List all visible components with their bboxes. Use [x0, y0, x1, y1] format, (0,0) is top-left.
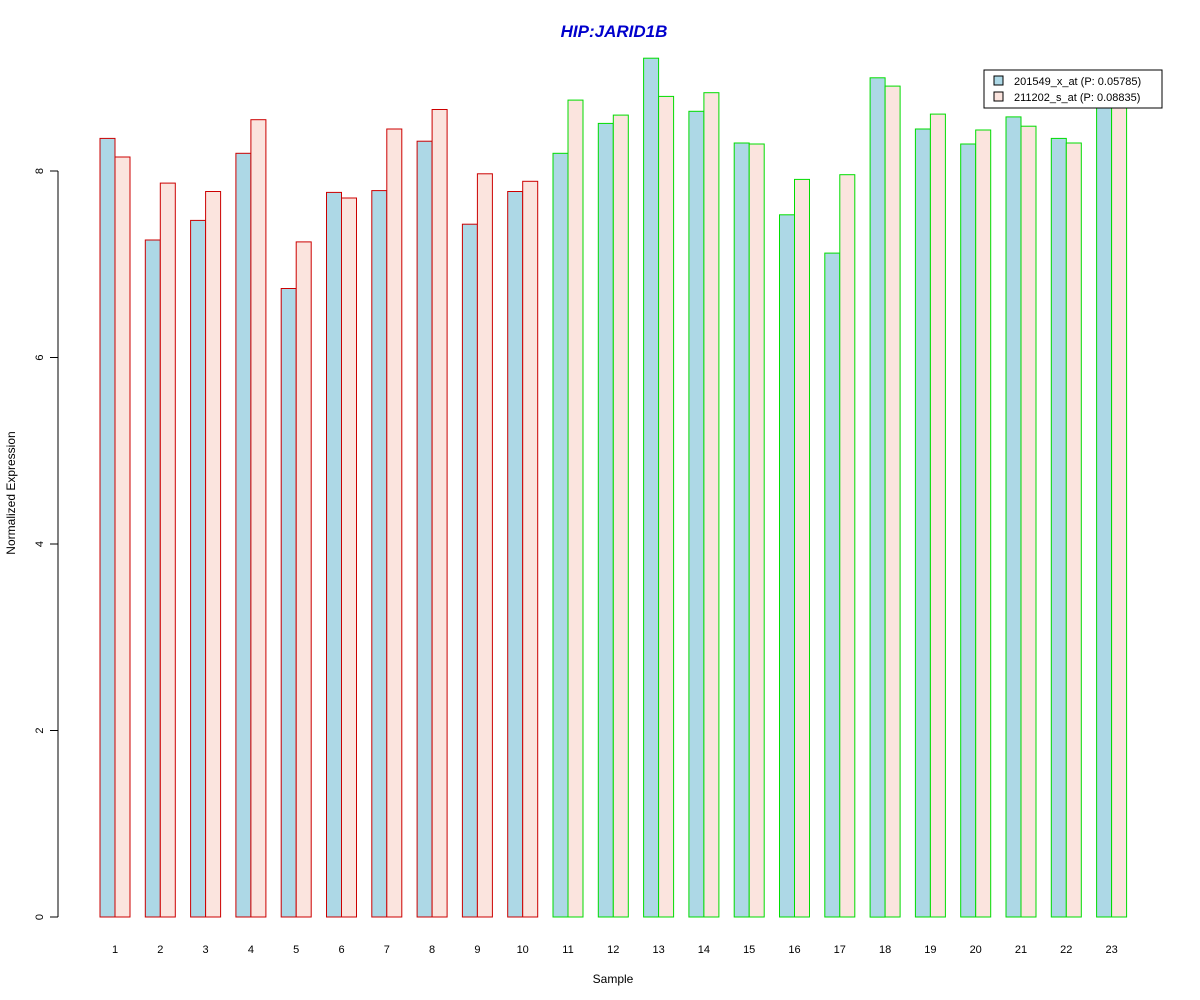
bar-s1-sample-19 [914, 128, 931, 918]
bar-s2-sample-4 [250, 119, 267, 918]
bar-s1-sample-1 [99, 137, 116, 918]
bar-s1-sample-4 [235, 152, 252, 918]
bar-s2-sample-13 [658, 95, 675, 918]
legend-swatch-series-2 [993, 91, 1004, 102]
bar-s2-sample-11 [567, 99, 584, 918]
legend-label-series-2: 211202_s_at (P: 0.08835) [1014, 92, 1140, 104]
legend-box [983, 69, 1163, 109]
bar-s1-sample-3 [190, 219, 207, 918]
bars-layer [99, 57, 1128, 918]
x-tick-label-5: 5 [293, 944, 299, 956]
y-tick-label-2: 2 [34, 727, 46, 733]
bar-s1-sample-12 [597, 122, 614, 918]
x-tick-label-11: 11 [562, 944, 573, 956]
bar-s1-sample-20 [960, 143, 977, 918]
bar-s1-sample-2 [144, 239, 161, 918]
bar-s2-sample-22 [1065, 142, 1082, 918]
x-tick-label-10: 10 [517, 944, 529, 956]
x-tick-label-2: 2 [157, 944, 163, 956]
y-tick-label-0: 0 [34, 914, 46, 920]
x-axis-tick-labels: 1 2 3 4 5 6 7 8 9 10 11 12 13 14 15 16 17 18 19 20 21 22 23 [112, 944, 1118, 956]
x-tick-label-1: 1 [112, 944, 118, 956]
bar-s2-sample-12 [612, 114, 629, 918]
x-tick-label-22: 22 [1060, 944, 1072, 956]
bar-s2-sample-16 [794, 178, 810, 918]
x-tick-label-14: 14 [698, 944, 710, 956]
bar-s1-sample-16 [779, 214, 795, 918]
bar-s1-sample-11 [552, 152, 569, 918]
bar-s2-sample-23 [1111, 105, 1128, 918]
x-axis-label: Sample [593, 972, 634, 986]
bar-s1-sample-6 [326, 191, 342, 918]
x-tick-label-4: 4 [248, 944, 254, 956]
bar-s1-sample-5 [280, 288, 297, 918]
bar-s2-sample-19 [929, 113, 946, 918]
bar-s2-sample-6 [341, 197, 357, 918]
chart-title: HIP:JARID1B [561, 22, 668, 41]
y-axis: 0 2 4 6 8 [34, 168, 59, 920]
x-tick-label-13: 13 [652, 944, 664, 956]
legend-label-series-1: 201549_x_at (P: 0.05785) [1014, 76, 1141, 88]
x-tick-label-8: 8 [429, 944, 435, 956]
bar-s1-sample-17 [824, 252, 841, 918]
bar-s1-sample-7 [371, 190, 388, 918]
x-tick-label-17: 17 [834, 944, 846, 956]
x-tick-label-20: 20 [970, 944, 982, 956]
bar-s2-sample-21 [1020, 125, 1037, 918]
x-tick-label-3: 3 [203, 944, 209, 956]
bar-s1-sample-21 [1005, 116, 1022, 918]
x-tick-label-19: 19 [924, 944, 936, 956]
bar-s2-sample-8 [431, 109, 448, 918]
bar-s1-sample-8 [416, 140, 433, 918]
bar-s2-sample-1 [114, 156, 131, 918]
bar-s2-sample-5 [295, 241, 312, 918]
bar-s1-sample-22 [1050, 137, 1067, 918]
bar-s2-sample-14 [703, 92, 720, 918]
x-tick-label-21: 21 [1015, 944, 1027, 956]
x-tick-label-12: 12 [607, 944, 619, 956]
bar-s2-sample-20 [975, 129, 992, 918]
x-tick-label-18: 18 [879, 944, 891, 956]
bar-s1-sample-15 [733, 142, 750, 918]
x-tick-label-16: 16 [788, 944, 800, 956]
bar-s1-sample-13 [643, 57, 660, 918]
bar-s2-sample-7 [386, 128, 403, 918]
x-tick-label-6: 6 [338, 944, 344, 956]
bar-s2-sample-17 [839, 174, 856, 918]
bar-s2-sample-15 [748, 143, 765, 918]
bar-s1-sample-9 [461, 223, 478, 918]
y-tick-label-6: 6 [34, 354, 46, 360]
bar-s1-sample-23 [1096, 105, 1113, 918]
x-tick-label-7: 7 [384, 944, 390, 956]
legend: 201549_x_at (P: 0.05785) 211202_s_at (P:… [983, 69, 1163, 109]
y-tick-label-8: 8 [34, 168, 46, 174]
x-tick-label-15: 15 [743, 944, 755, 956]
bar-s1-sample-18 [869, 77, 886, 918]
bar-s2-sample-10 [522, 180, 539, 918]
bar-s1-sample-14 [688, 110, 705, 918]
bar-s2-sample-3 [205, 191, 222, 918]
bar-s2-sample-18 [884, 85, 901, 918]
legend-swatch-series-1 [993, 75, 1004, 86]
y-tick-label-4: 4 [34, 541, 46, 547]
bar-s2-sample-9 [476, 173, 493, 918]
y-axis-label: Normalized Expression [4, 431, 18, 554]
x-tick-label-23: 23 [1105, 944, 1117, 956]
bar-s2-sample-2 [159, 182, 176, 918]
x-tick-label-9: 9 [474, 944, 480, 956]
bar-s1-sample-10 [507, 191, 524, 918]
